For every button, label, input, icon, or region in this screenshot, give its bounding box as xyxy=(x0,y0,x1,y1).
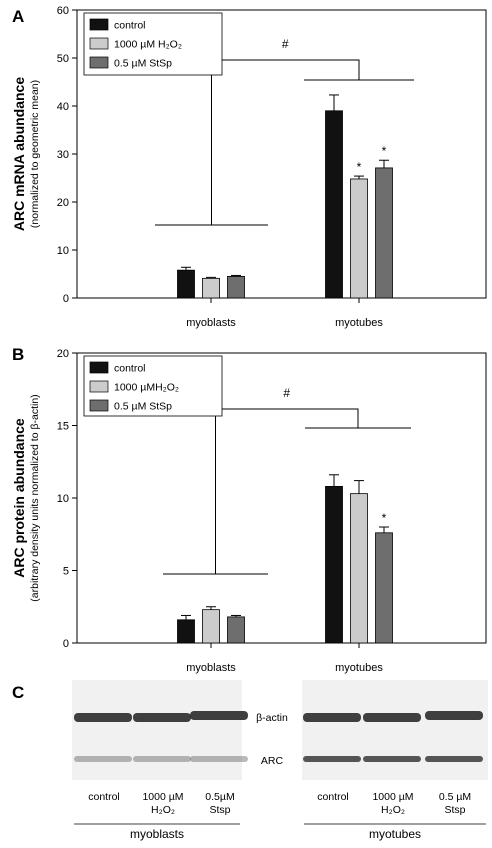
y-tick-label: 30 xyxy=(57,149,69,161)
legend-swatch xyxy=(89,37,109,50)
y-axis-label: ARC mRNA abundance xyxy=(11,77,27,231)
y-tick-label: 10 xyxy=(57,245,69,257)
x-tick-label: myoblasts xyxy=(186,317,236,329)
blot-image xyxy=(302,680,488,780)
arc-band xyxy=(133,756,191,762)
y-tick-label: 40 xyxy=(57,101,69,113)
group-label: myoblasts xyxy=(130,827,184,841)
y-tick-label: 20 xyxy=(57,197,69,209)
group-significance-mark: # xyxy=(283,386,290,400)
significance-bracket xyxy=(211,59,360,225)
legend-swatch xyxy=(89,56,109,69)
arc-band xyxy=(74,756,132,762)
y-tick-label: 5 xyxy=(63,566,69,578)
chart-b: B 0 5 10 15 20 ARC protein abundance (arbitrary… xyxy=(11,345,487,674)
legend-label: control xyxy=(114,20,146,32)
y-tick-label: 0 xyxy=(63,638,69,650)
arc-band xyxy=(303,756,361,762)
actin-band xyxy=(363,713,421,722)
group-significance-mark: # xyxy=(282,37,289,51)
bar xyxy=(375,532,393,644)
bar xyxy=(350,178,368,299)
bar xyxy=(375,167,393,299)
lane-label: 0.5 µM xyxy=(439,791,471,803)
actin-band xyxy=(425,711,483,720)
y-tick-label: 50 xyxy=(57,53,69,65)
bar xyxy=(227,616,245,644)
legend-label: 0.5 µM StSp xyxy=(114,58,172,70)
panel-letter: A xyxy=(12,7,24,26)
y-tick-label: 15 xyxy=(57,421,69,433)
panel-letter: B xyxy=(12,345,24,364)
band-label-actin: β-actin xyxy=(256,712,288,724)
significance-star: * xyxy=(357,160,362,174)
y-axis-sublabel: (arbitrary density units normalized to β… xyxy=(29,394,41,601)
legend-swatch xyxy=(89,361,109,374)
arc-band xyxy=(363,756,421,762)
legend-label: 1000 µMH₂O₂ xyxy=(114,382,179,394)
bar xyxy=(177,619,195,644)
y-tick-label: 60 xyxy=(57,5,69,17)
x-tick-label: myotubes xyxy=(335,317,383,329)
bar xyxy=(202,609,220,644)
x-tick-label: myoblasts xyxy=(186,662,236,674)
actin-band xyxy=(74,713,132,722)
band-label-arc: ARC xyxy=(261,755,284,767)
lane-label-line2: H₂O₂ xyxy=(151,804,175,816)
y-tick-label: 10 xyxy=(57,493,69,505)
significance-star: * xyxy=(382,144,387,158)
arc-band xyxy=(425,756,483,762)
legend-label: 1000 µM H₂O₂ xyxy=(114,39,182,51)
bar xyxy=(350,493,368,644)
y-tick-label: 20 xyxy=(57,348,69,360)
lane-label: control xyxy=(88,791,120,803)
actin-band xyxy=(133,713,191,722)
chart-a: A 0 10 20 30 40 50 60 ARC mRNA abundance (normali… xyxy=(11,5,487,329)
x-tick-label: myotubes xyxy=(335,662,383,674)
bar xyxy=(325,110,343,299)
bar xyxy=(202,277,220,299)
y-axis-label: ARC protein abundance xyxy=(11,418,27,578)
lane-label: 0.5µM xyxy=(205,791,234,803)
significance-star: * xyxy=(382,511,387,525)
lane-label: 1000 µM xyxy=(142,791,183,803)
group-label: myotubes xyxy=(369,827,421,841)
significance-bracket xyxy=(215,408,359,574)
y-axis-sublabel: (normalized to geometric mean) xyxy=(29,80,41,228)
legend-swatch xyxy=(89,18,109,31)
lane-label-line2: H₂O₂ xyxy=(381,804,405,816)
lane-label: 1000 µM xyxy=(372,791,413,803)
legend-label: control xyxy=(114,363,146,375)
bar xyxy=(227,275,245,299)
bar xyxy=(325,485,343,644)
lane-label: control xyxy=(317,791,349,803)
legend-swatch xyxy=(89,380,109,393)
y-tick-label: 0 xyxy=(63,293,69,305)
legend-swatch xyxy=(89,399,109,412)
actin-band xyxy=(303,713,361,722)
arc-band xyxy=(190,756,248,762)
lane-label-line2: Stsp xyxy=(444,804,465,816)
bar xyxy=(177,269,195,299)
legend-label: 0.5 µM StSp xyxy=(114,401,172,413)
panel-letter: C xyxy=(12,683,24,702)
lane-label-line2: Stsp xyxy=(209,804,230,816)
blot-image xyxy=(72,680,242,780)
actin-band xyxy=(190,711,248,720)
